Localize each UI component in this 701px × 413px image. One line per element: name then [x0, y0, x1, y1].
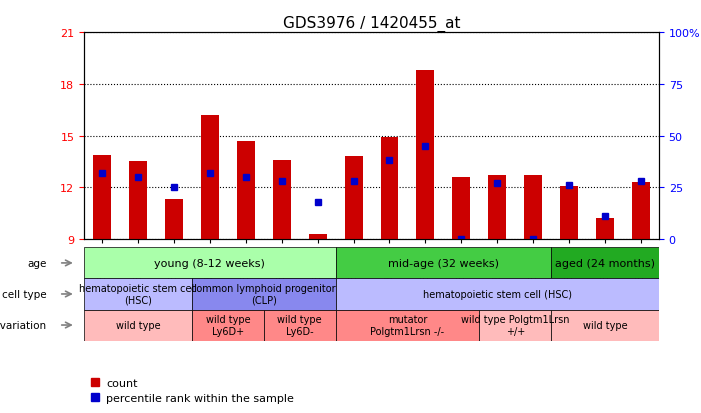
Bar [201, 116, 219, 240]
Bar [489, 176, 506, 240]
Bar [129, 162, 147, 240]
Title: GDS3976 / 1420455_at: GDS3976 / 1420455_at [283, 16, 461, 32]
Text: wild type Polgtm1Lrsn
+/+: wild type Polgtm1Lrsn +/+ [461, 314, 569, 336]
Bar [237, 142, 254, 240]
Bar [524, 176, 542, 240]
Text: hematopoietic stem cell (HSC): hematopoietic stem cell (HSC) [423, 289, 572, 299]
Text: common lymphoid progenitor
(CLP): common lymphoid progenitor (CLP) [191, 283, 336, 305]
Text: young (8-12 weeks): young (8-12 weeks) [154, 258, 265, 268]
Bar [632, 183, 650, 240]
Bar [596, 219, 614, 240]
FancyBboxPatch shape [264, 310, 336, 341]
Text: wild type
Ly6D+: wild type Ly6D+ [205, 314, 250, 336]
Text: age: age [27, 258, 46, 268]
Bar [381, 138, 398, 240]
FancyBboxPatch shape [192, 279, 336, 310]
FancyBboxPatch shape [84, 279, 192, 310]
FancyBboxPatch shape [479, 310, 551, 341]
FancyBboxPatch shape [336, 248, 551, 279]
Bar [93, 155, 111, 240]
Legend: count, percentile rank within the sample: count, percentile rank within the sample [90, 378, 294, 404]
Bar [273, 160, 291, 240]
Text: aged (24 months): aged (24 months) [555, 258, 655, 268]
Text: mid-age (32 weeks): mid-age (32 weeks) [388, 258, 499, 268]
Bar [345, 157, 362, 240]
Text: wild type: wild type [583, 320, 627, 330]
Bar [560, 186, 578, 240]
Text: hematopoietic stem cell
(HSC): hematopoietic stem cell (HSC) [79, 283, 197, 305]
Bar [308, 235, 327, 240]
FancyBboxPatch shape [336, 310, 479, 341]
Bar [165, 200, 183, 240]
Bar [452, 178, 470, 240]
Text: mutator
Polgtm1Lrsn -/-: mutator Polgtm1Lrsn -/- [370, 314, 444, 336]
FancyBboxPatch shape [336, 279, 659, 310]
Text: cell type: cell type [1, 289, 46, 299]
Text: wild type
Ly6D-: wild type Ly6D- [278, 314, 322, 336]
FancyBboxPatch shape [551, 248, 659, 279]
FancyBboxPatch shape [551, 310, 659, 341]
Text: wild type: wild type [116, 320, 161, 330]
Text: genotype/variation: genotype/variation [0, 320, 46, 330]
FancyBboxPatch shape [84, 248, 336, 279]
FancyBboxPatch shape [84, 310, 192, 341]
Bar [416, 71, 435, 240]
FancyBboxPatch shape [192, 310, 264, 341]
